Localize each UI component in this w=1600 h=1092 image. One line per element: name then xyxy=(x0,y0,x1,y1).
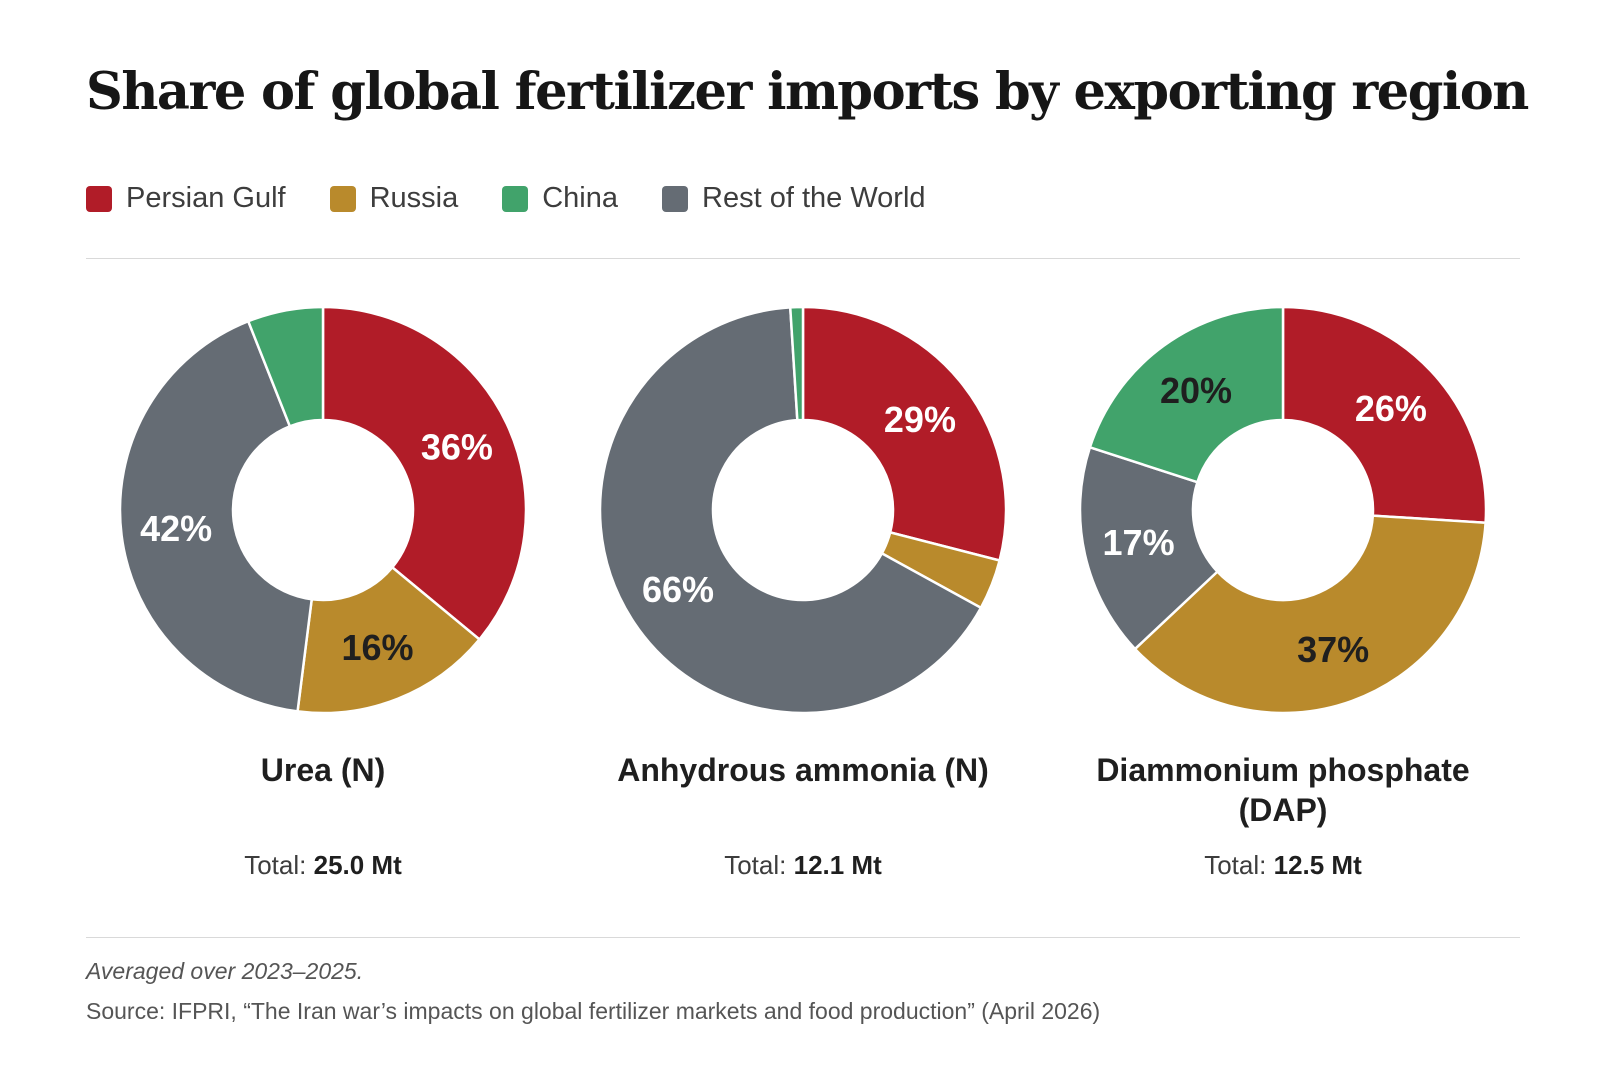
legend-swatch-russia xyxy=(329,185,356,212)
donut-slice-russia xyxy=(296,565,482,715)
donut-slice-rest-of-the-world xyxy=(1078,445,1220,651)
legend-label-russia: Russia xyxy=(369,182,459,214)
donut-slice-china xyxy=(246,305,325,428)
legend-swatch-china xyxy=(502,185,529,212)
legend-label-rest-of-world: Rest of the World xyxy=(702,182,926,214)
donut-title-dap: Diammonium phosphate (DAP) xyxy=(1096,752,1470,828)
legend-label-persian-gulf: Persian Gulf xyxy=(126,182,286,214)
donut-chart-ammonia: 29% 66% xyxy=(598,305,1008,715)
donut-title-ammonia: Anhydrous ammonia (N) xyxy=(617,752,989,788)
donut-slice-rest-of-the-world xyxy=(118,319,314,713)
donut-chart-dap: 26% 37% 17% 20% xyxy=(1078,305,1488,715)
legend-label-china: China xyxy=(542,182,619,214)
chart-title: Share of global fertilizer imports by ex… xyxy=(86,62,1529,122)
legend: Persian Gulf Russia China Rest of the Wo… xyxy=(86,182,926,215)
legend-item-persian-gulf: Persian Gulf xyxy=(86,182,286,215)
donut-panel-ammonia: 29% 66% Anhydrous ammonia (N) xyxy=(568,300,1038,790)
total-urea: Total: 25.0 Mt xyxy=(88,850,558,881)
total-value-urea: 25.0 Mt xyxy=(313,850,402,880)
total-ammonia: Total: 12.1 Mt xyxy=(568,850,1038,881)
bottom-divider xyxy=(86,937,1520,938)
donut-slice-persian-gulf xyxy=(1281,305,1488,525)
source-note: Source: IFPRI, “The Iran war’s impacts o… xyxy=(86,998,1101,1024)
legend-item-china: China xyxy=(502,182,618,215)
data-label-rest-of-the-world: 42% xyxy=(140,508,212,549)
donut-slice-russia xyxy=(1133,514,1487,715)
data-label-china: 20% xyxy=(1160,370,1232,411)
donut-panel-urea: 36% 16% 42% Urea (N) xyxy=(88,300,558,790)
donut-panel-dap: 26% 37% 17% 20% Diammonium phosphate (DAP) xyxy=(1048,300,1518,830)
total-label: Total: xyxy=(244,850,307,880)
legend-swatch-rest-of-world xyxy=(662,185,689,212)
total-label: Total: xyxy=(1204,850,1267,880)
donut-slice-persian-gulf xyxy=(321,305,528,642)
footnote: Averaged over 2023–2025. xyxy=(86,958,364,984)
total-value-dap: 12.5 Mt xyxy=(1273,850,1362,880)
data-label-persian-gulf: 36% xyxy=(421,426,493,467)
donut-slice-china xyxy=(788,305,805,422)
legend-item-rest-of-world: Rest of the World xyxy=(662,182,926,215)
data-label-russia: 37% xyxy=(1297,629,1369,670)
total-dap: Total: 12.5 Mt xyxy=(1048,850,1518,881)
total-value-ammonia: 12.1 Mt xyxy=(793,850,882,880)
legend-swatch-persian-gulf xyxy=(86,185,112,212)
total-label: Total: xyxy=(724,850,787,880)
legend-item-russia: Russia xyxy=(329,182,459,215)
donut-slice-persian-gulf xyxy=(801,305,1008,563)
data-label-russia: 16% xyxy=(341,627,413,668)
data-label-persian-gulf: 29% xyxy=(884,399,956,440)
donut-chart-urea: 36% 16% 42% xyxy=(118,305,528,715)
donut-title-urea: Urea (N) xyxy=(260,752,386,788)
donut-slice-china xyxy=(1088,305,1285,484)
data-label-persian-gulf: 26% xyxy=(1355,388,1427,429)
donut-slice-rest-of-the-world xyxy=(598,306,983,715)
data-label-rest-of-the-world: 17% xyxy=(1103,522,1175,563)
top-divider xyxy=(86,258,1520,259)
data-label-rest-of-the-world: 66% xyxy=(642,569,714,610)
